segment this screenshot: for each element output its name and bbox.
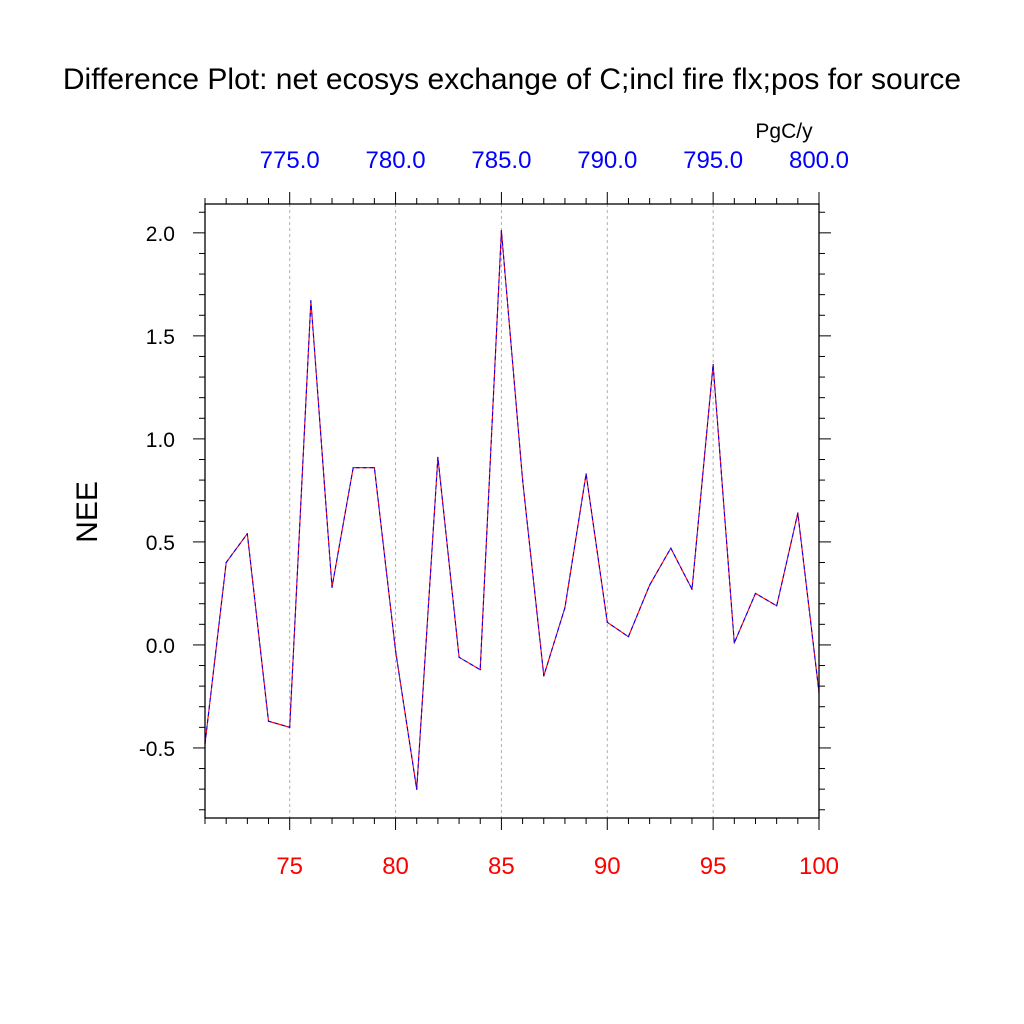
y-tick-label: 0.5	[146, 532, 175, 555]
series-line-a	[204, 230, 820, 790]
data-point	[225, 561, 227, 564]
data-point	[627, 636, 630, 638]
x-top-tick-label: 795.0	[683, 147, 743, 174]
data-point	[267, 720, 270, 722]
data-point	[437, 456, 439, 459]
axis-ticks	[193, 192, 831, 830]
data-point	[797, 512, 799, 514]
data-point	[649, 584, 651, 586]
y-tick-label: 2.0	[146, 223, 175, 246]
data-point	[543, 675, 545, 677]
data-point	[585, 473, 587, 475]
data-point	[394, 650, 397, 652]
y-tick-label: 0.0	[146, 635, 175, 658]
grid-lines	[289, 204, 714, 818]
data-point	[331, 586, 333, 588]
chart-title: Difference Plot: net ecosys exchange of …	[63, 63, 961, 96]
x-bottom-tick-label: 100	[799, 853, 839, 880]
data-point	[289, 726, 291, 728]
plot-frame	[204, 203, 820, 819]
data-point	[416, 788, 418, 790]
y-axis-label: NEE	[71, 481, 104, 543]
tick-labels: -0.5 0.0 0.5 1.0 1.5 2.0 75 80 85 90 95 100 775.0 780…	[139, 147, 849, 880]
y-tick-label: 1.0	[146, 429, 175, 452]
x-bottom-tick-label: 85	[488, 853, 515, 880]
data-point	[373, 467, 375, 469]
x-bottom-tick-label: 75	[276, 853, 303, 880]
data-point	[670, 547, 672, 549]
x-bottom-tick-label: 95	[700, 853, 727, 880]
x-top-tick-label: 790.0	[577, 147, 637, 174]
data-point	[754, 592, 757, 595]
data-point	[691, 588, 693, 590]
x-top-tick-label: 775.0	[260, 147, 320, 174]
data-point	[479, 669, 481, 671]
data-point	[521, 479, 524, 481]
x-top-tick-label: 780.0	[366, 147, 426, 174]
data-point	[564, 607, 566, 609]
units-label: PgC/y	[755, 120, 813, 143]
series-lines	[204, 230, 820, 790]
x-top-tick-label: 785.0	[471, 147, 531, 174]
data-point	[712, 364, 714, 366]
data-point	[606, 621, 608, 623]
x-top-tick-label: 800.0	[789, 147, 849, 174]
data-point	[458, 656, 460, 658]
data-point	[500, 230, 503, 232]
x-bottom-tick-label: 80	[382, 853, 409, 880]
series-line-b	[204, 230, 820, 790]
data-point	[733, 642, 735, 644]
data-point	[310, 300, 312, 302]
y-tick-label: 1.5	[146, 326, 175, 349]
data-point	[352, 467, 354, 469]
x-bottom-tick-label: 90	[594, 853, 621, 880]
data-point	[246, 533, 248, 535]
data-point	[776, 605, 778, 607]
y-tick-label: -0.5	[139, 738, 175, 761]
